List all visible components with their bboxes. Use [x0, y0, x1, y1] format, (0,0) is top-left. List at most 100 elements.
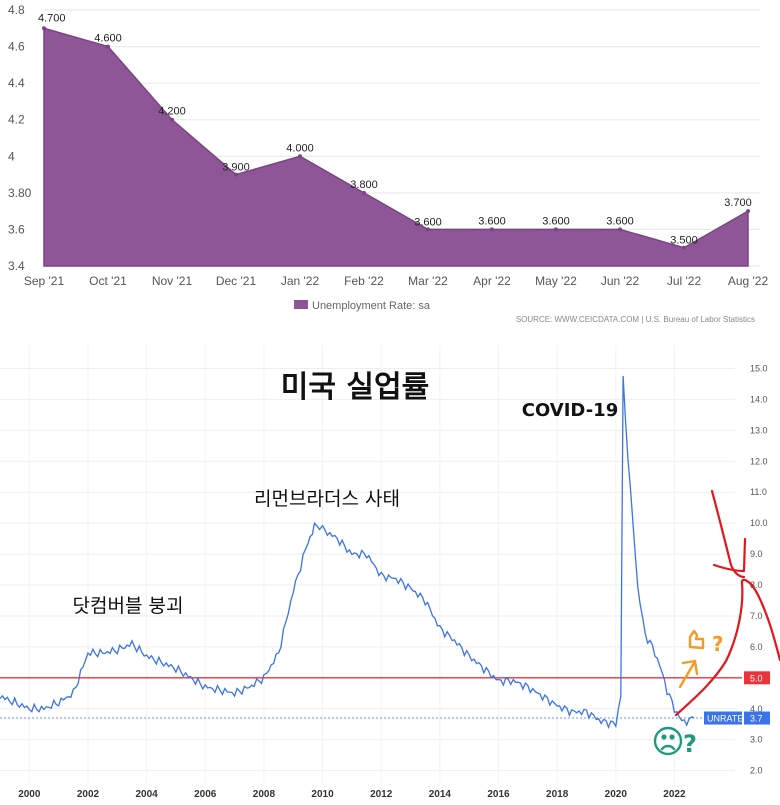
top-area-series — [43, 27, 749, 267]
top-chart-y-axis: 3.4 3.6 3.80 4 4.2 4.4 4.6 4.8 — [8, 3, 32, 273]
red-hand-drawn-arrow — [674, 489, 780, 717]
bottom-chart-gridlines — [0, 345, 735, 783]
annotation-dotcom: 닷컴버블 붕괴 — [73, 595, 184, 617]
bottom-x-tick-label: 2022 — [663, 789, 686, 800]
legend-swatch — [294, 300, 308, 309]
series-name-text: UNRATE — [707, 714, 743, 724]
top-data-label: 4.000 — [286, 142, 314, 154]
top-unemployment-area-chart: 3.4 3.6 3.80 4 4.2 4.4 4.6 4.8 Sep '21 Oct '21 No… — [8, 3, 769, 324]
reference-value-badge: 5.0 — [744, 671, 770, 685]
top-y-tick-label: 3.80 — [8, 186, 32, 200]
top-y-tick-label: 4.4 — [8, 76, 25, 90]
top-y-tick-label: 4.2 — [8, 113, 25, 127]
top-data-label: 3.800 — [350, 179, 378, 191]
bottom-x-tick-label: 2004 — [135, 789, 158, 800]
bottom-y-tick-label: 10.0 — [750, 518, 768, 528]
top-y-tick-label: 3.4 — [8, 259, 25, 273]
top-data-label: 4.700 — [38, 12, 66, 24]
top-x-tick-label: Aug '22 — [728, 274, 769, 288]
top-y-tick-label: 4.6 — [8, 40, 25, 54]
top-data-label: 4.200 — [158, 106, 186, 118]
bottom-x-tick-label: 2018 — [546, 789, 569, 800]
top-data-point — [42, 26, 46, 31]
source-note: SOURCE: WWW.CEICDATA.COM | U.S. Bureau o… — [516, 315, 755, 324]
bottom-x-tick-label: 2010 — [311, 789, 334, 800]
bottom-x-tick-label: 2020 — [605, 789, 628, 800]
sad-face-icon — [653, 726, 683, 756]
bottom-y-tick-label: 7.0 — [750, 611, 763, 621]
annotation-covid: COVID-19 — [522, 400, 618, 421]
top-data-point — [170, 117, 174, 122]
bottom-x-tick-label: 2008 — [253, 789, 276, 800]
series-value-text: 3.7 — [750, 714, 763, 724]
top-data-label: 3.500 — [670, 235, 698, 247]
top-x-tick-label: Jul '22 — [667, 274, 702, 288]
thumbs-up-icon — [688, 629, 705, 650]
bottom-y-tick-label: 6.0 — [750, 642, 763, 652]
top-data-point — [362, 190, 366, 195]
bottom-y-tick-label: 3.0 — [750, 735, 763, 745]
top-legend[interactable]: Unemployment Rate: sa — [294, 300, 431, 312]
top-data-label: 3.600 — [606, 215, 634, 227]
red-curve-stroke — [674, 578, 780, 717]
orange-arrow-shaft — [678, 661, 696, 689]
bottom-y-tick-label: 9.0 — [750, 549, 763, 559]
top-data-point — [746, 209, 750, 214]
orange-question-mark: ? — [712, 632, 724, 656]
top-data-label: 3.600 — [414, 216, 442, 228]
last-value-badge: UNRATE 3.7 — [704, 711, 770, 725]
sad-face-eye-right — [669, 734, 675, 740]
top-y-tick-label: 4 — [8, 149, 15, 163]
bottom-unrate-line-chart: 2.0 3.0 4.0 5.0 6.0 7.0 8.0 9.0 10.0 11.0 12.0 13.0… — [0, 345, 780, 800]
bottom-x-tick-label: 2006 — [194, 789, 217, 800]
top-x-tick-label: Feb '22 — [344, 274, 384, 288]
unrate-series-line — [0, 375, 695, 730]
top-x-tick-label: Dec '21 — [216, 274, 257, 288]
top-x-tick-label: Nov '21 — [152, 274, 193, 288]
top-data-label: 3.600 — [542, 215, 570, 227]
bottom-y-tick-label: 2.0 — [750, 766, 763, 776]
top-x-tick-label: Sep '21 — [24, 274, 65, 288]
top-data-point — [234, 172, 238, 177]
chart-title: 미국 실업률 — [281, 370, 429, 405]
series-name-badge — [704, 711, 742, 725]
top-x-tick-label: Oct '21 — [89, 274, 127, 288]
top-data-labels: 4.700 4.600 4.200 3.900 4.000 3.800 3.600 3.600… — [38, 12, 752, 250]
bottom-x-tick-label: 2014 — [429, 789, 452, 800]
top-data-point — [682, 245, 686, 250]
bottom-x-tick-label: 2012 — [370, 789, 393, 800]
legend-label: Unemployment Rate: sa — [312, 300, 431, 312]
bottom-y-tick-label: 12.0 — [750, 456, 768, 466]
red-arrow-stroke — [710, 489, 746, 579]
red-arrow-head — [712, 537, 747, 573]
top-data-point — [554, 227, 558, 232]
annotation-lehman: 리먼브라더스 사태 — [254, 488, 400, 510]
top-x-tick-label: Jun '22 — [601, 274, 640, 288]
top-x-tick-label: May '22 — [535, 274, 577, 288]
top-data-point — [298, 154, 302, 159]
bottom-x-tick-label: 2000 — [18, 789, 41, 800]
top-data-label: 4.600 — [94, 33, 122, 45]
top-data-point — [426, 227, 430, 232]
reference-badge-text: 5.0 — [750, 673, 763, 683]
top-data-label: 3.700 — [724, 197, 752, 209]
bottom-y-tick-label: 4.0 — [750, 704, 763, 714]
sad-face-eye-left — [661, 734, 667, 740]
bottom-y-tick-label: 8.0 — [750, 580, 763, 590]
series-value-badge — [744, 711, 770, 725]
top-data-label: 3.600 — [478, 215, 506, 227]
sad-face-outline — [653, 726, 683, 756]
top-data-point — [618, 227, 622, 232]
bottom-y-tick-label: 11.0 — [750, 487, 767, 497]
bottom-y-tick-label: 14.0 — [750, 394, 768, 404]
top-data-point — [490, 227, 494, 232]
top-y-tick-label: 4.8 — [8, 3, 25, 17]
bottom-y-tick-label: 13.0 — [750, 425, 768, 435]
orange-thumbs-up-mark — [678, 629, 705, 689]
top-data-point — [106, 44, 110, 49]
top-chart-x-axis: Sep '21 Oct '21 Nov '21 Dec '21 Jan '22 Feb '… — [24, 274, 769, 288]
top-data-label: 3.900 — [222, 162, 250, 174]
top-x-tick-label: Apr '22 — [473, 274, 511, 288]
bottom-x-tick-label: 2016 — [487, 789, 510, 800]
green-question-mark: ? — [683, 730, 697, 758]
